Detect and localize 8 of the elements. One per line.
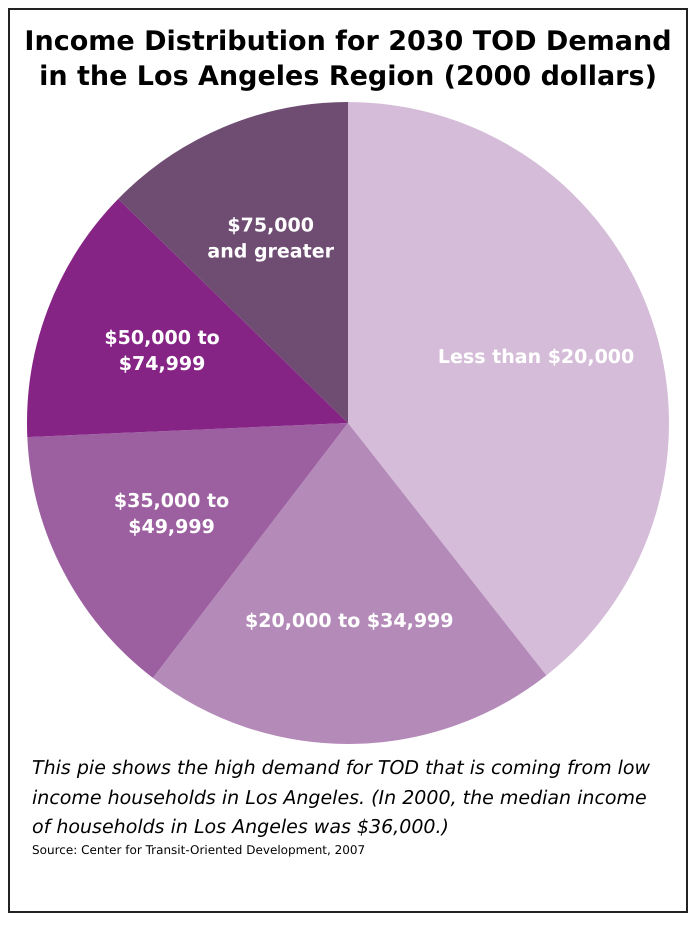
slice-label: Less than $20,000 — [438, 346, 634, 368]
slice-label: $35,000 to $49,999 — [114, 490, 230, 538]
source-note: Source: Center for Transit-Oriented Development, 2007 — [31, 842, 366, 856]
slice-label: $50,000 to $74,999 — [104, 327, 220, 376]
slice-label: $75,000 and greater — [207, 214, 335, 263]
text: This pie shows the high demand for TOD that is coming from low income households in Los Angeles. (In 2000, the median income of households in Los Angeles was $36,000.) — [31, 756, 652, 840]
slice-label: $20,000 to $34,999 — [245, 610, 454, 632]
chart-title: Income Distribution for 2030 TOD Demand in the Los Angeles Region (2000 dollars) — [23, 25, 673, 94]
